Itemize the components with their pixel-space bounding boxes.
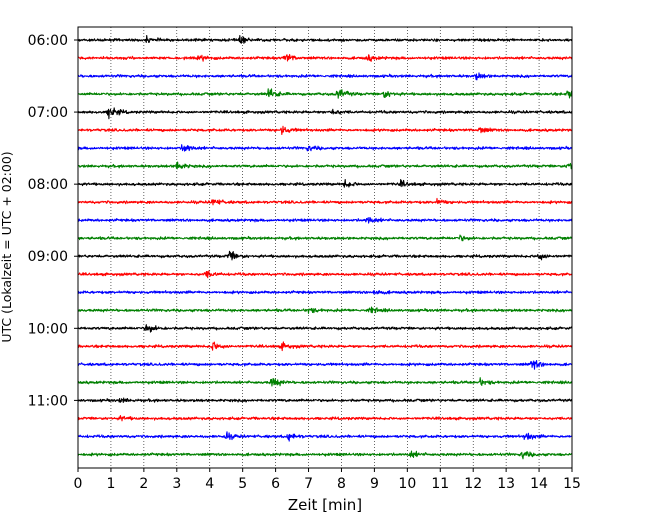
trace-07:30 (77, 144, 573, 152)
x-tick-label-15: 15 (563, 476, 581, 492)
x-axis-ticks: 0 1 2 3 4 5 6 7 8 9 10 11 12 13 14 15 (74, 468, 581, 492)
trace-08:45 (77, 234, 573, 242)
trace-06:00 (77, 34, 573, 44)
trace-09:15 (77, 270, 573, 279)
x-tick-label-5: 5 (238, 476, 247, 492)
x-tick-label-11: 11 (431, 476, 449, 492)
trace-08:30 (77, 217, 573, 224)
trace-07:00 (77, 107, 573, 120)
trace-06:45 (77, 88, 573, 99)
y-tick-label-07:00: 07:00 (28, 105, 68, 121)
trace-09:45 (77, 306, 573, 314)
x-tick-label-2: 2 (139, 476, 148, 492)
x-tick-label-8: 8 (337, 476, 346, 492)
traces (77, 34, 573, 460)
x-tick-label-1: 1 (106, 476, 115, 492)
x-tick-label-12: 12 (464, 476, 482, 492)
trace-07:15 (77, 125, 573, 136)
trace-09:30 (77, 290, 573, 295)
trace-10:15 (77, 341, 573, 352)
trace-09:00 (77, 250, 573, 261)
y-axis-label: UTC (Lokalzeit = UTC + 02:00) (0, 151, 14, 342)
x-tick-label-14: 14 (530, 476, 548, 492)
trace-08:15 (77, 197, 573, 206)
trace-11:00 (77, 397, 573, 403)
x-tick-label-4: 4 (205, 476, 214, 492)
y-tick-label-11:00: 11:00 (28, 393, 68, 409)
x-tick-label-10: 10 (398, 476, 416, 492)
y-tick-label-10:00: 10:00 (28, 321, 68, 337)
x-tick-label-7: 7 (304, 476, 313, 492)
y-tick-label-09:00: 09:00 (28, 249, 68, 265)
x-tick-label-6: 6 (271, 476, 280, 492)
trace-06:15 (77, 53, 573, 62)
x-axis-label: Zeit [min] (288, 496, 362, 514)
trace-08:00 (77, 179, 573, 188)
x-tick-label-9: 9 (370, 476, 379, 492)
trace-11:30 (77, 431, 573, 442)
y-tick-label-08:00: 08:00 (28, 177, 68, 193)
x-tick-label-13: 13 (497, 476, 515, 492)
trace-11:15 (77, 415, 573, 422)
trace-10:30 (77, 359, 573, 370)
trace-06:30 (77, 72, 573, 81)
x-tick-label-0: 0 (74, 476, 83, 492)
plot-frame (77, 26, 573, 469)
trace-10:00 (77, 324, 573, 333)
x-tick-label-3: 3 (172, 476, 181, 492)
trace-11:45 (77, 450, 573, 460)
trace-07:45 (77, 161, 573, 170)
y-tick-label-06:00: 06:00 (28, 33, 68, 49)
trace-10:45 (77, 377, 573, 387)
y-axis-ticks: 06:00 07:00 08:00 09:00 10:00 11:00 (28, 33, 78, 409)
